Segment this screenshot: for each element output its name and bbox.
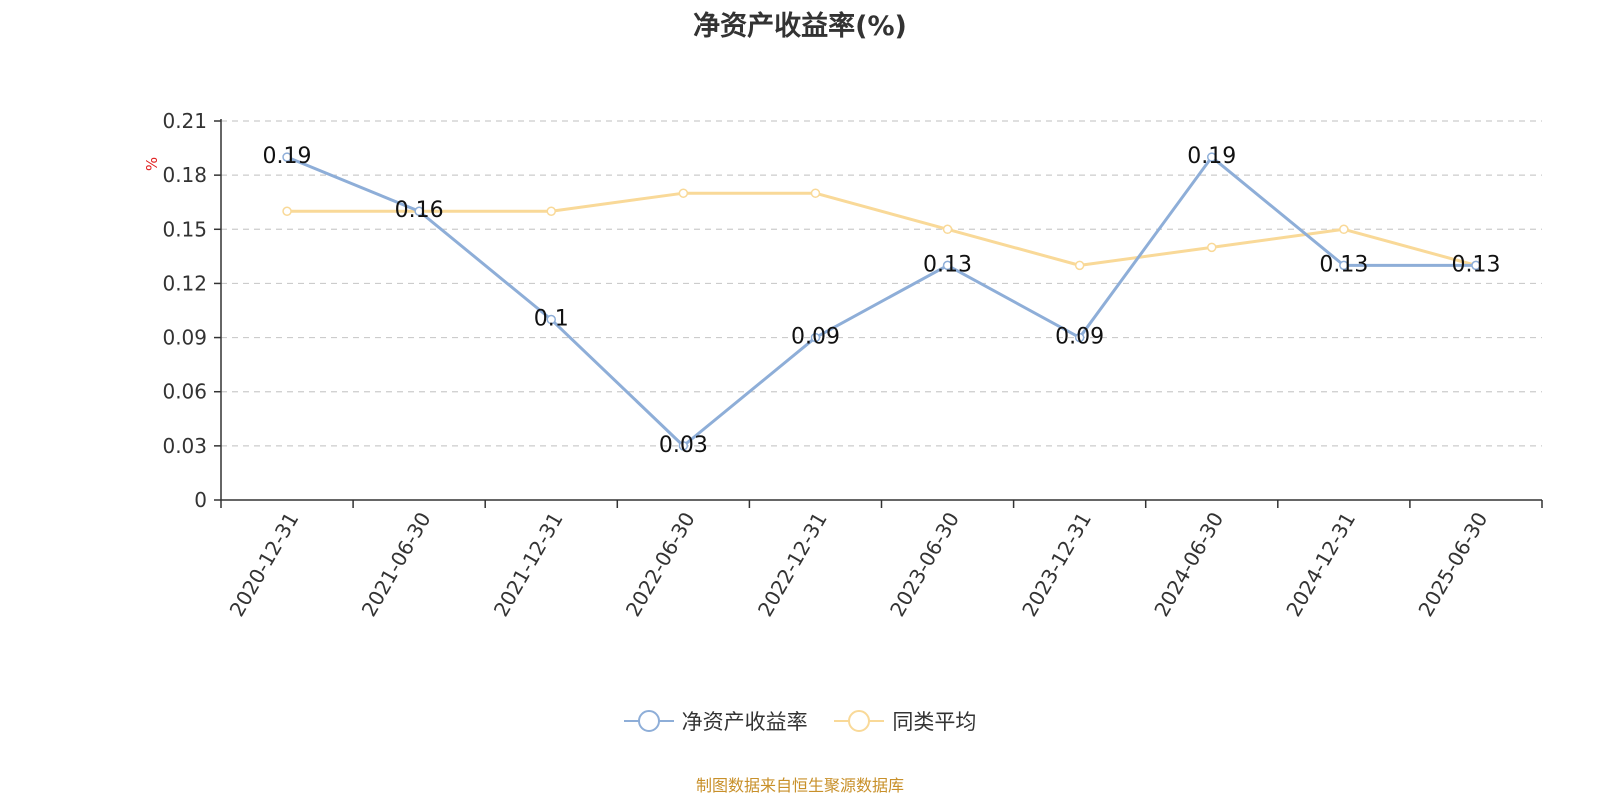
legend-label-peer-average: 同类平均	[892, 710, 977, 734]
chart-title: 净资产收益率(%)	[693, 11, 907, 42]
series-0-point	[414, 206, 424, 216]
x-tick-label: 2022-06-30	[621, 508, 700, 621]
legend-marker-roe	[623, 710, 674, 732]
data-label: 0.13	[1451, 252, 1500, 277]
x-tick-label: 2021-12-31	[489, 508, 568, 621]
series-0-point	[810, 332, 821, 343]
legend: 净资产收益率 同类平均	[0, 706, 1600, 741]
series-0-point	[1074, 332, 1085, 343]
data-label: 0.16	[395, 198, 444, 223]
y-tick-label: 0.21	[162, 109, 207, 133]
y-tick-label: 0	[194, 488, 207, 512]
data-label: 0.09	[1055, 325, 1104, 350]
x-tick-label: 2025-06-30	[1413, 508, 1492, 621]
y-tick-label: 0.06	[162, 380, 207, 404]
data-label: 0.13	[923, 252, 972, 277]
x-tick-label: 2021-06-30	[357, 508, 436, 621]
x-tick-label: 2024-12-31	[1281, 508, 1360, 621]
series-0-point	[282, 152, 292, 162]
series-1-point	[282, 206, 292, 216]
series-0-point	[942, 260, 953, 271]
x-tick-label: 2022-12-31	[753, 508, 832, 621]
series-0-point	[1207, 152, 1217, 162]
series-1-point	[678, 188, 689, 198]
data-label: 0.09	[791, 325, 840, 350]
y-tick-label: 0.12	[162, 271, 207, 295]
series-lines	[282, 152, 1481, 451]
y-tick-label: 0.09	[162, 326, 207, 350]
series-1-point	[1207, 242, 1217, 253]
series-0-point	[1471, 260, 1481, 271]
x-tick-label: 2023-12-31	[1017, 508, 1096, 621]
data-label: 0.19	[1187, 144, 1236, 169]
source-note: 制图数据来自恒生聚源数据库	[695, 776, 904, 795]
series-1-point	[1339, 224, 1349, 235]
series-0-point	[546, 314, 556, 325]
y-axis-label: %	[143, 157, 161, 171]
legend-item-roe[interactable]: 净资产收益率	[623, 706, 808, 736]
legend-marker-peer-average	[834, 710, 885, 732]
y-tick-label: 0.03	[162, 434, 207, 458]
x-tick-label: 2020-12-31	[225, 508, 304, 621]
axes: 0 0.03 0.06 0.09 0.12 0.15 0.18 0.21% 2020-12-31…	[143, 109, 1543, 621]
x-tick-label: 2023-06-30	[885, 508, 964, 621]
data-label: 0.1	[534, 307, 569, 332]
series-line-0	[286, 155, 1476, 448]
data-label: 0.19	[263, 144, 312, 169]
series-1-point	[942, 224, 953, 235]
y-tick-label: 0.15	[162, 217, 207, 241]
series-1-point	[810, 188, 821, 198]
series-line-1	[287, 191, 1477, 267]
series-0-point	[678, 441, 689, 451]
series-1-point	[546, 206, 556, 216]
data-label: 0.03	[659, 433, 708, 458]
series-1-point	[1074, 260, 1085, 271]
series-0-point	[1339, 260, 1349, 271]
legend-item-peer-average[interactable]: 同类平均	[834, 706, 976, 736]
data-labels: 0.19 0.16 0.1 0.03 0.09 0.13 0.09 0.19 0.13 0.13	[263, 144, 1501, 458]
y-tick-label: 0.18	[162, 163, 207, 187]
grid-lines	[221, 120, 1542, 447]
x-tick-label: 2024-06-30	[1149, 508, 1228, 621]
legend-label-roe: 净资产收益率	[681, 710, 808, 734]
data-label: 0.13	[1319, 252, 1368, 277]
